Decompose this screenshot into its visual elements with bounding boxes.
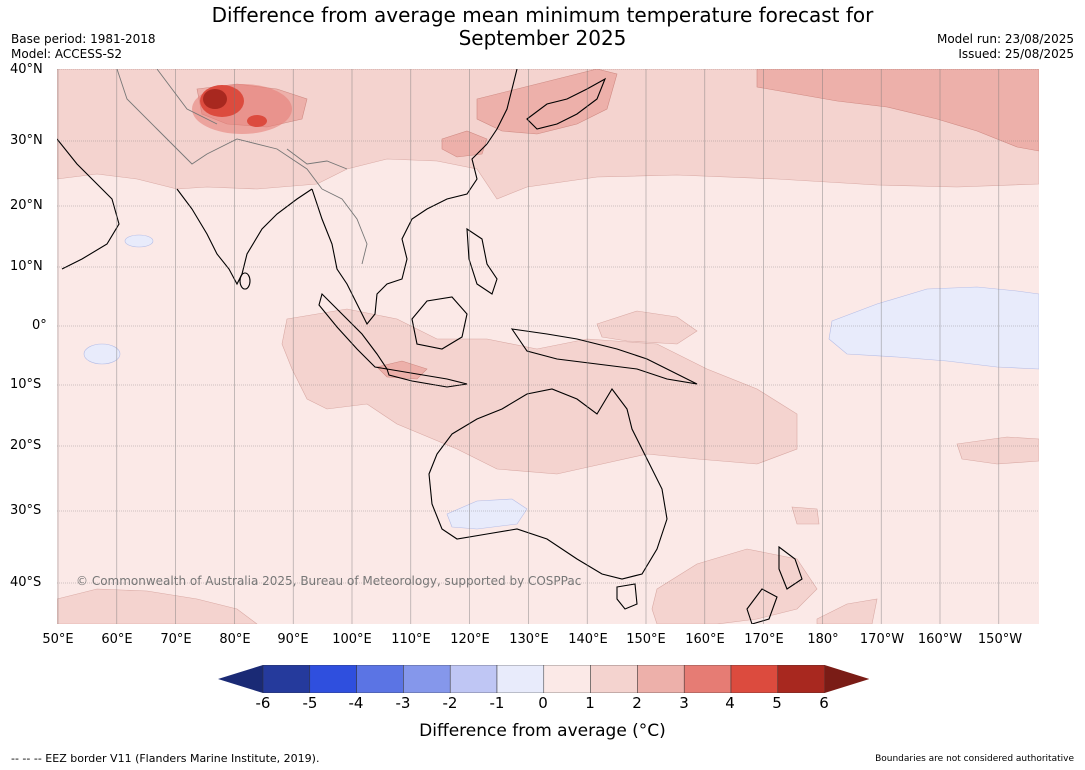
- anomaly-hotspot: [192, 84, 292, 134]
- colorbar-tick: 6: [819, 694, 829, 712]
- lat-label-30n: 30°N: [10, 133, 43, 148]
- lat-label-40n: 40°N: [10, 62, 43, 77]
- lon-label-60e: 60°E: [101, 632, 133, 647]
- forecast-map: [57, 69, 1039, 624]
- australia-coast: [428, 388, 668, 580]
- colorbar-tick: -6: [255, 694, 271, 712]
- issued-date: Issued: 25/08/2025: [958, 47, 1074, 61]
- lon-label-80e: 80°E: [219, 632, 251, 647]
- colorbar-segment: [309, 665, 357, 693]
- java-coast: [386, 368, 468, 388]
- run-info: Model run: 23/08/2025 Issued: 25/08/2025: [937, 32, 1074, 62]
- colorbar-label: Difference from average (°C): [419, 721, 666, 741]
- model-run: Model run: 23/08/2025: [936, 32, 1074, 46]
- colorbar-tick: -4: [348, 694, 364, 712]
- model-info: Base period: 1981-2018 Model: ACCESS-S2: [11, 32, 156, 62]
- japan-coast: [526, 77, 607, 130]
- graticule: [57, 69, 1039, 624]
- colorbar-tick: -2: [442, 694, 458, 712]
- colorbar-segment: [777, 665, 825, 693]
- copyright-notice: © Commonwealth of Australia 2025, Bureau…: [76, 574, 582, 588]
- southeast-asia-coast: [311, 143, 488, 326]
- colorbar-tick: 5: [772, 694, 782, 712]
- borneo-coast: [411, 296, 468, 350]
- lat-label-20s: 20°S: [10, 438, 42, 453]
- lon-label-50e: 50°E: [42, 632, 74, 647]
- lon-label-170w: 170°W: [859, 632, 905, 647]
- lon-label-150e: 150°E: [626, 632, 666, 647]
- lon-label-100e: 100°E: [332, 632, 372, 647]
- colorbar: [218, 665, 869, 693]
- colorbar-segment: [496, 665, 545, 693]
- colorbar-under-triangle: [218, 665, 263, 693]
- colorbar-tick: -1: [489, 694, 505, 712]
- lon-label-180: 180°: [807, 632, 839, 647]
- new-guinea-coast: [510, 328, 698, 385]
- lat-label-10s: 10°S: [10, 377, 42, 392]
- lon-label-110e: 110°E: [391, 632, 431, 647]
- chart-title: Difference from average mean minimum tem…: [0, 4, 1085, 50]
- hotspot-5-6: [203, 89, 227, 109]
- eez-note: -- -- -- EEZ border V11 (Flanders Marine…: [11, 752, 320, 765]
- colorbar-tick: 3: [679, 694, 689, 712]
- lon-label-170e: 170°E: [744, 632, 784, 647]
- lon-label-140e: 140°E: [568, 632, 608, 647]
- colorbar-segment: [403, 665, 451, 693]
- lon-label-120e: 120°E: [450, 632, 490, 647]
- new-zealand-coast: [746, 545, 803, 624]
- india-coast: [176, 188, 313, 286]
- lat-label-0: 0°: [32, 318, 47, 333]
- model-name: Model: ACCESS-S2: [11, 47, 123, 61]
- lat-label-30s: 30°S: [10, 503, 42, 518]
- colorbar-tick: -3: [395, 694, 411, 712]
- colorbar-segment: [590, 665, 638, 693]
- colorbar-segment: [637, 665, 685, 693]
- base-period: Base period: 1981-2018: [11, 32, 156, 46]
- arabia-coast: [57, 138, 120, 270]
- hotspot-second: [247, 115, 267, 127]
- sri-lanka: [239, 272, 251, 290]
- colorbar-segment: [543, 665, 591, 693]
- lon-label-160w: 160°W: [917, 632, 963, 647]
- country-borders: [116, 69, 368, 265]
- coastlines: [57, 69, 803, 624]
- colorbar-tick: 2: [632, 694, 642, 712]
- colorbar-tick: 4: [725, 694, 735, 712]
- title-line-2: September 2025: [458, 26, 627, 50]
- colorbar-segment: [730, 665, 779, 693]
- lon-label-150w: 150°W: [977, 632, 1023, 647]
- lat-label-20n: 20°N: [10, 198, 43, 213]
- colorbar-tick: 0: [538, 694, 548, 712]
- colorbar-segment: [356, 665, 404, 693]
- colorbar-tick: -5: [302, 694, 318, 712]
- tasmania-coast: [616, 583, 638, 610]
- colorbar-segment: [449, 665, 498, 693]
- colorbar-tick: 1: [585, 694, 595, 712]
- boundary-disclaimer: Boundaries are not considered authoritat…: [875, 754, 1074, 764]
- lon-label-90e: 90°E: [277, 632, 309, 647]
- lon-label-160e: 160°E: [685, 632, 725, 647]
- lon-label-130e: 130°E: [509, 632, 549, 647]
- colorbar-over-triangle: [824, 665, 869, 693]
- lat-label-40s: 40°S: [10, 575, 42, 590]
- philippines-coast: [466, 227, 498, 295]
- colorbar-segment: [262, 665, 311, 693]
- title-line-1: Difference from average mean minimum tem…: [211, 3, 874, 27]
- lat-label-10n: 10°N: [10, 259, 43, 274]
- lon-label-70e: 70°E: [160, 632, 192, 647]
- china-coast: [486, 69, 518, 145]
- colorbar-segment: [683, 665, 732, 693]
